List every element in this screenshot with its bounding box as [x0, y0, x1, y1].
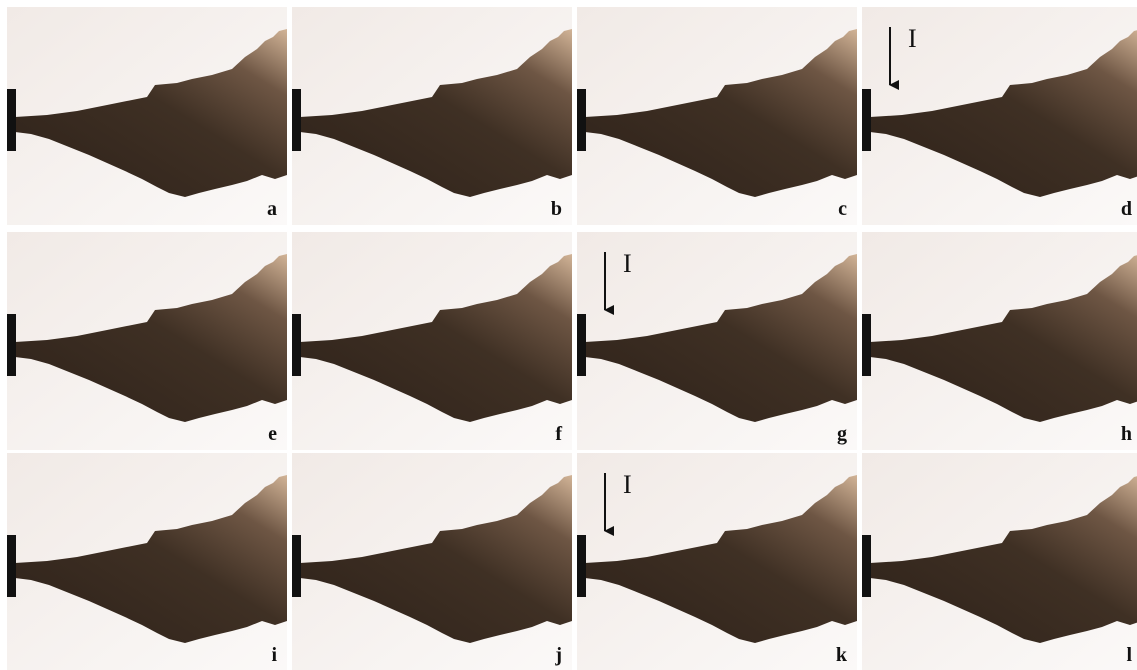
photo-panel: i: [7, 453, 287, 670]
photo-panel: c: [577, 7, 857, 225]
panel-label: e: [268, 423, 277, 445]
nozzle: [862, 314, 871, 376]
photo-panel: b: [292, 7, 572, 225]
page: abcdIefgIhijkIl (() => { const data = JS…: [0, 0, 1137, 670]
panel-label: k: [836, 644, 848, 666]
nozzle: [292, 314, 301, 376]
panel-label: h: [1121, 423, 1132, 445]
nozzle: [7, 535, 16, 597]
photo-panel: e: [7, 232, 287, 450]
panel-label: i: [271, 644, 277, 666]
annotation: I: [623, 470, 632, 499]
nozzle: [7, 314, 16, 376]
nozzle: [292, 535, 301, 597]
photo-panel: a: [7, 7, 287, 225]
panel-label: f: [555, 423, 562, 445]
photo-panel: kI: [577, 453, 857, 670]
photo-panel: h: [862, 232, 1137, 450]
annotation: I: [623, 249, 632, 278]
figure: abcdIefgIhijkIl: [0, 0, 1137, 670]
panel-label: l: [1126, 644, 1132, 666]
nozzle: [577, 314, 586, 376]
nozzle: [862, 89, 871, 151]
nozzle: [577, 89, 586, 151]
panel-label: j: [554, 644, 562, 666]
photo-panel: f: [292, 232, 572, 450]
nozzle: [7, 89, 16, 151]
nozzle: [862, 535, 871, 597]
photo-panel: j: [292, 453, 572, 670]
panel-label: a: [267, 198, 277, 220]
panel-label: g: [837, 423, 847, 445]
nozzle: [577, 535, 586, 597]
panel-label: b: [551, 198, 562, 220]
photo-panel: dI: [862, 7, 1137, 225]
nozzle: [292, 89, 301, 151]
panel-label: d: [1121, 198, 1132, 220]
panel-label: c: [838, 198, 847, 220]
photo-panel: gI: [577, 232, 857, 450]
photo-panel: l: [862, 453, 1137, 670]
annotation: I: [908, 24, 917, 53]
